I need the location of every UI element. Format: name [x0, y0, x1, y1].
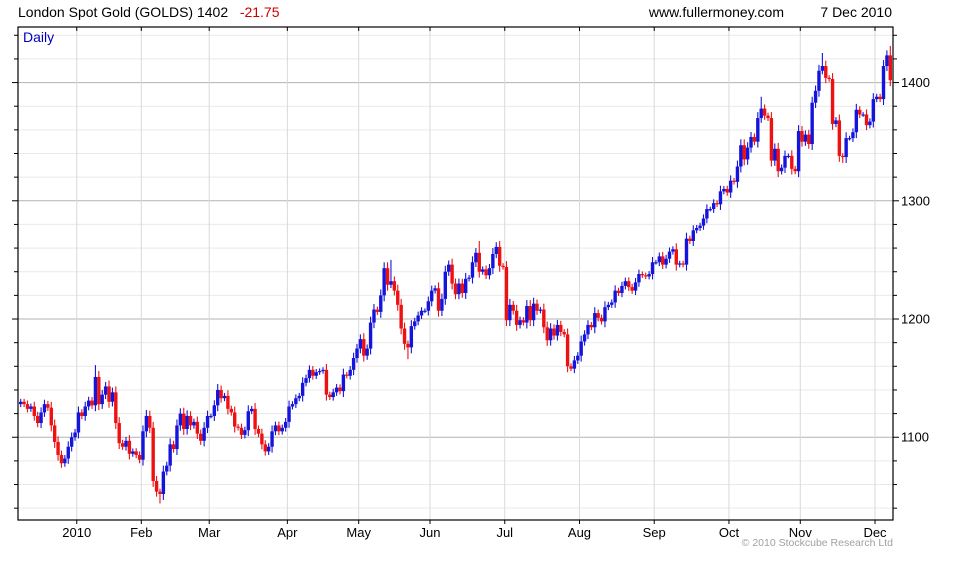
frequency-label: Daily — [23, 29, 55, 45]
svg-text:1300: 1300 — [901, 193, 930, 208]
price-change: -21.75 — [239, 4, 280, 20]
svg-text:Apr: Apr — [277, 525, 298, 540]
svg-text:Dec: Dec — [863, 525, 887, 540]
chart-title-text: London Spot Gold (GOLDS) 1402 — [18, 4, 229, 20]
svg-text:1200: 1200 — [901, 312, 930, 327]
svg-text:1400: 1400 — [901, 75, 930, 90]
svg-text:May: May — [346, 525, 371, 540]
svg-text:2010: 2010 — [62, 525, 91, 540]
svg-text:Jul: Jul — [496, 525, 513, 540]
date-label: 7 Dec 2010 — [820, 4, 892, 20]
svg-text:Aug: Aug — [568, 525, 591, 540]
website-label: www.fullermoney.com — [648, 4, 784, 20]
svg-text:Jun: Jun — [420, 525, 441, 540]
svg-text:Mar: Mar — [198, 525, 221, 540]
chart-title: London Spot Gold (GOLDS) 1402 -21.75 — [18, 4, 280, 20]
svg-text:Oct: Oct — [719, 525, 740, 540]
svg-text:Feb: Feb — [130, 525, 152, 540]
svg-text:1100: 1100 — [901, 430, 929, 445]
copyright-label: © 2010 Stockcube Research Ltd — [741, 537, 893, 549]
svg-text:Nov: Nov — [789, 525, 813, 540]
svg-text:Sep: Sep — [643, 525, 666, 540]
